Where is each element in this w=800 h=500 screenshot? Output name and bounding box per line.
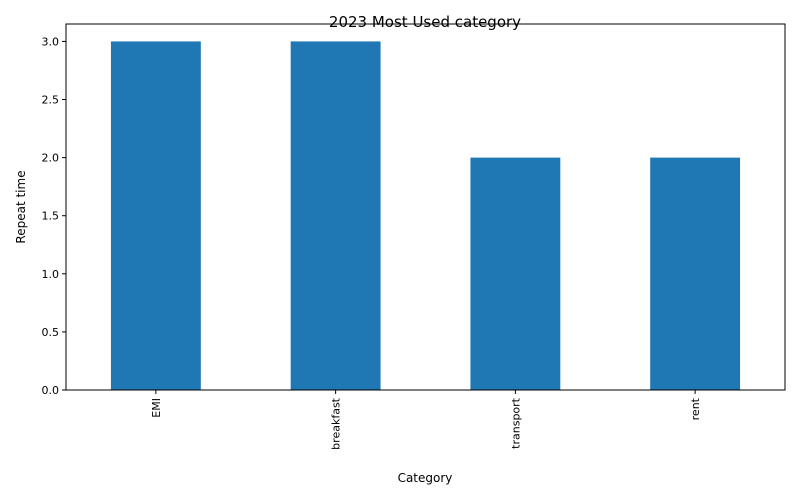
- x-axis-label: Category: [398, 471, 453, 485]
- y-tick-label: 1.5: [42, 210, 60, 223]
- y-tick-label: 3.0: [42, 35, 60, 48]
- y-tick-label: 0.5: [42, 326, 60, 339]
- y-axis-ticks: 0.0 0.5 1.0 1.5 2.0 2.5 3.0: [42, 35, 66, 397]
- x-axis-ticks: EMI breakfast transport rent: [150, 390, 702, 450]
- x-tick-label: EMI: [150, 398, 163, 418]
- plot-frame: [65, 23, 786, 391]
- bar-transport: [470, 157, 561, 390]
- x-tick-label: transport: [509, 397, 522, 449]
- y-tick-label: 1.0: [42, 268, 60, 281]
- bar-emi: [110, 41, 201, 391]
- chart-title: 2023 Most Used category: [329, 13, 521, 31]
- bars-group: [110, 41, 741, 391]
- y-axis-label: Repeat time: [14, 170, 28, 243]
- bar-rent: [650, 157, 741, 390]
- y-tick-label: 2.5: [42, 94, 60, 107]
- x-tick-label: breakfast: [330, 397, 343, 449]
- bar-breakfast: [290, 41, 381, 391]
- y-tick-label: 2.0: [42, 152, 60, 165]
- y-tick-label: 0.0: [42, 384, 60, 397]
- x-tick-label: rent: [689, 397, 702, 420]
